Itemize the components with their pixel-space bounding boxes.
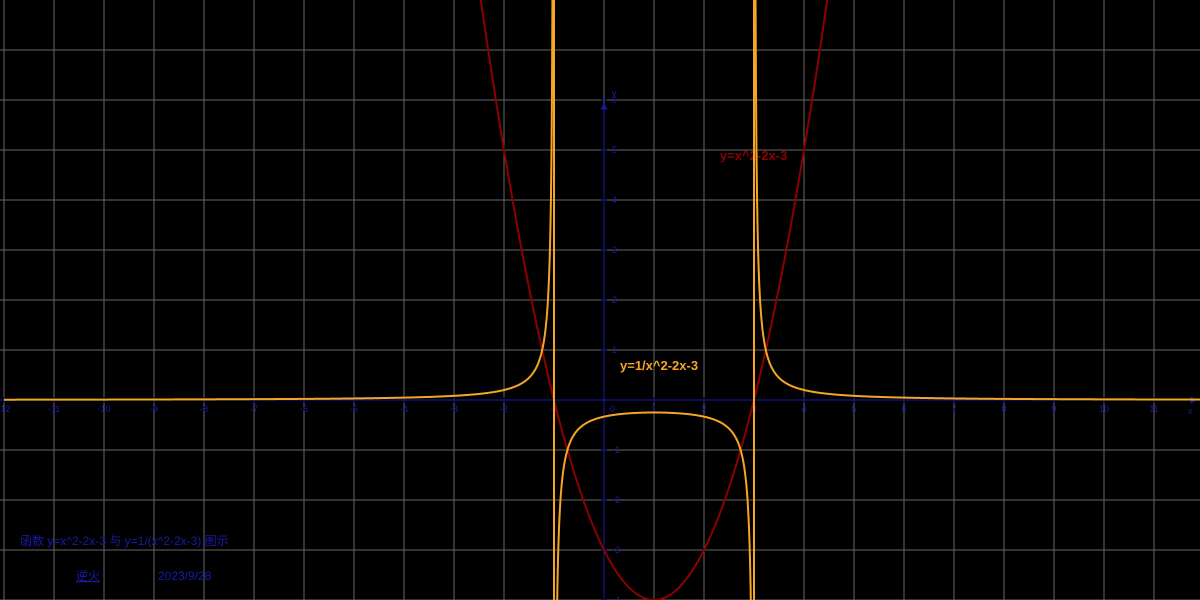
y-tick-label: -2 — [612, 495, 620, 505]
x-tick-label: -10 — [97, 404, 110, 414]
y-tick-label: 3 — [612, 245, 617, 255]
x-tick-label: -8 — [200, 404, 208, 414]
origin-label: 0 — [610, 404, 615, 414]
x-tick-label: -4 — [400, 404, 408, 414]
x-tick-label: 10 — [1099, 404, 1109, 414]
x-tick-label: 8 — [1001, 404, 1006, 414]
x-tick-label: 2 — [701, 404, 706, 414]
x-tick-label: 9 — [1051, 404, 1056, 414]
y-tick-label: 2 — [612, 295, 617, 305]
author-text: 逆火 — [76, 568, 100, 583]
y-tick-label: 1 — [612, 345, 617, 355]
x-tick-label: -6 — [300, 404, 308, 414]
chart-title: 函数 y=x^2-2x-3 与 y=1/(x^2-2x-3) 图示 — [20, 533, 229, 548]
x-tick-label: 7 — [951, 404, 956, 414]
x-tick-label: 5 — [851, 404, 856, 414]
x-tick-label: -3 — [450, 404, 458, 414]
x-tick-label: -12 — [0, 404, 11, 414]
y-tick-label: -4 — [612, 595, 620, 600]
x-tick-label: -2 — [500, 404, 508, 414]
y-tick-label: 6 — [612, 95, 617, 105]
x-tick-label: 4 — [801, 404, 806, 414]
y-tick-label: -3 — [612, 545, 620, 555]
y-tick-label: -1 — [612, 445, 620, 455]
x-tick-label: -9 — [150, 404, 158, 414]
x-tick-label: -5 — [350, 404, 358, 414]
x-tick-label: 6 — [901, 404, 906, 414]
y-tick-label: 5 — [612, 145, 617, 155]
y-tick-label: 4 — [612, 195, 617, 205]
reciprocal-label: y=1/x^2-2x-3 — [620, 358, 698, 373]
x-tick-label: -7 — [250, 404, 258, 414]
x-tick-label: 11 — [1149, 404, 1158, 414]
x-tick-label: -11 — [48, 404, 60, 414]
function-plot: xy0-12-11-10-9-8-7-6-5-4-3-2-11234567891… — [0, 0, 1200, 600]
date-text: 2023/9/28 — [158, 569, 212, 583]
x-axis-label: x — [1188, 406, 1193, 416]
